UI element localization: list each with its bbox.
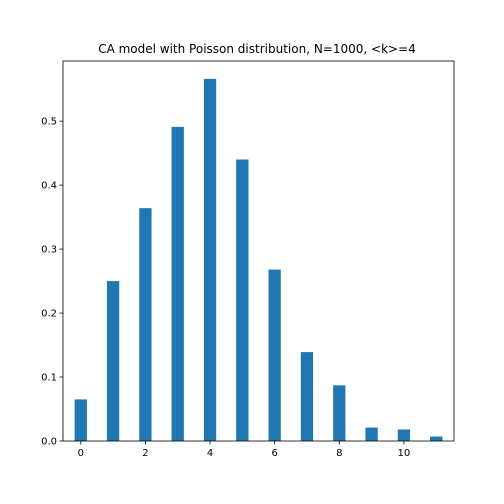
y-tick-label: 0.3 (41, 245, 57, 256)
bar-6 (268, 269, 281, 441)
x-axis-ticks: 0 2 4 6 8 10 (78, 441, 411, 459)
chart-title: CA model with Poisson distribution, N=10… (98, 42, 416, 56)
y-tick-label: 0.5 (41, 117, 57, 128)
x-tick-label: 4 (207, 448, 213, 459)
plot-frame (62, 60, 455, 442)
bar-8 (333, 385, 346, 441)
bar-7 (300, 352, 314, 441)
y-tick-label: 0.4 (41, 181, 57, 192)
x-tick-label: 10 (398, 448, 411, 459)
x-tick-label: 8 (336, 448, 342, 459)
bar-5 (236, 159, 249, 441)
bar-4 (203, 78, 217, 441)
bar-1 (106, 281, 120, 441)
bar-3 (171, 126, 184, 441)
y-tick-label: 0.2 (41, 309, 57, 320)
x-tick-label: 0 (78, 448, 84, 459)
bar-0 (74, 399, 87, 441)
bar-10 (397, 429, 411, 441)
bar-9 (365, 427, 378, 441)
y-tick-label: 0.1 (41, 373, 57, 384)
x-tick-label: 6 (271, 448, 277, 459)
x-tick-label: 2 (142, 448, 148, 459)
bar-2 (139, 208, 152, 441)
y-tick-label: 0.0 (41, 437, 57, 448)
bar-11 (430, 436, 443, 441)
y-axis-ticks: 0.0 0.1 0.2 0.3 0.4 0.5 (41, 117, 63, 448)
bars-group (74, 78, 443, 441)
